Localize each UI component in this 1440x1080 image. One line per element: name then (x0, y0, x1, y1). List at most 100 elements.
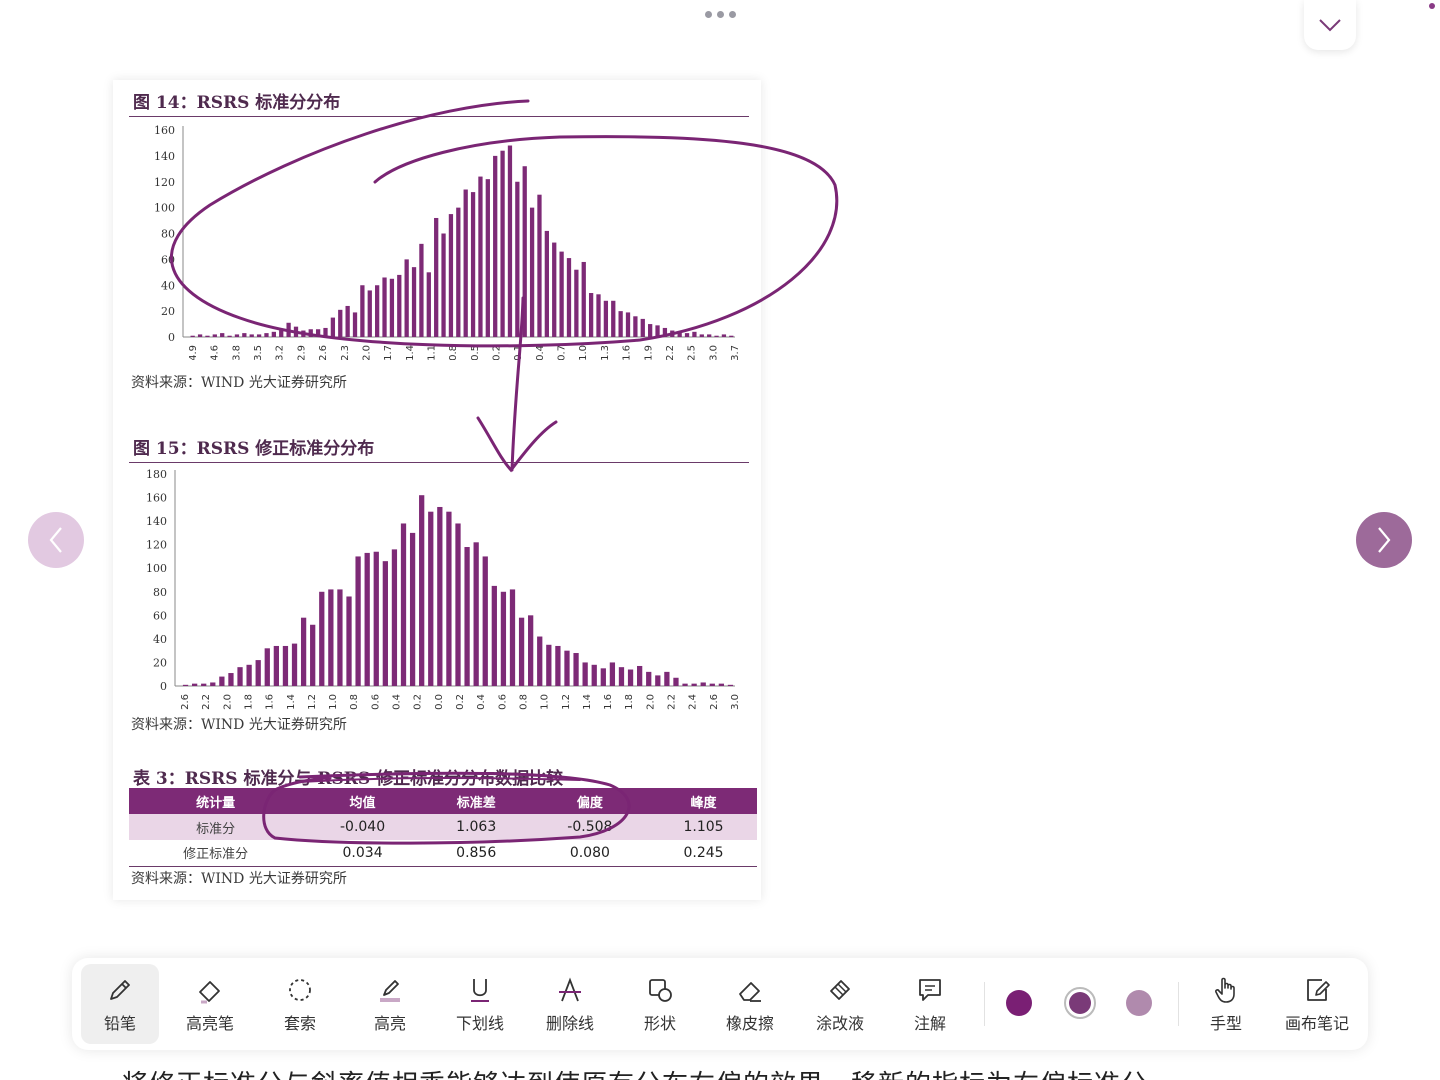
chart-bar (559, 251, 564, 337)
annotation-toolbar: 铅笔 高亮笔 套索 高亮 下划线 删除线 形状 橡皮擦 (72, 958, 1368, 1050)
chart-bar (692, 331, 697, 337)
shape-icon (649, 978, 672, 1002)
tool-shape[interactable]: 形状 (621, 964, 699, 1044)
chart-bar (337, 589, 343, 686)
chart-bar (319, 591, 325, 686)
tool-label: 画布笔记 (1284, 1013, 1349, 1033)
x-tick-label: -0.5 (470, 345, 481, 360)
chart-bar (566, 258, 572, 337)
chart-bar (648, 324, 653, 337)
chart-bar (434, 217, 439, 337)
chart-bar (441, 233, 446, 337)
figure15-title: 图 15：RSRS 修正标准分分布 (133, 439, 375, 459)
chart-bar (328, 589, 334, 686)
y-tick-label: 120 (146, 539, 167, 552)
x-tick-label: 1.8 (624, 694, 635, 710)
tool-lasso[interactable]: 套索 (261, 964, 339, 1044)
y-tick-label: 160 (146, 492, 167, 505)
tool-hand[interactable]: 手型 (1187, 964, 1265, 1044)
chart-bar (237, 667, 243, 686)
table-cell: -0.040 (302, 814, 423, 840)
previous-page-button[interactable] (28, 512, 84, 568)
tool-eraser[interactable]: 橡皮擦 (711, 964, 789, 1044)
chart-bar (500, 591, 507, 686)
chart-bar (655, 325, 660, 337)
tool-label: 套索 (283, 1013, 316, 1033)
tool-highlight[interactable]: 高亮 (351, 964, 429, 1044)
chart-bar (596, 294, 601, 337)
chart-bar (273, 645, 279, 686)
tool-label: 橡皮擦 (725, 1013, 774, 1033)
color-swatch-dark-purple[interactable] (1006, 990, 1032, 1016)
x-tick-label: -2.0 (361, 345, 372, 360)
x-tick-label: 0.4 (535, 345, 546, 360)
chart-bar (522, 166, 527, 337)
chart-bar (537, 636, 543, 686)
chart-bar (219, 676, 225, 686)
chart-bar (300, 617, 307, 686)
color-swatch-light-purple[interactable] (1126, 990, 1152, 1016)
x-tick-label: 2.2 (665, 345, 676, 360)
chart-bar (255, 660, 261, 686)
tool-canvas-note[interactable]: 画布笔记 (1278, 964, 1356, 1044)
table3-title: 表 3：RSRS 标准分与 RSRS 修正标准分分布数据比较 (133, 769, 564, 789)
y-tick-label: 120 (154, 176, 175, 189)
figure15-rule (129, 462, 749, 463)
x-tick-label: 2.2 (667, 694, 678, 710)
y-tick-label: 40 (161, 279, 175, 292)
x-tick-label: -2.3 (340, 345, 351, 360)
collapse-toolbar-button[interactable] (1304, 0, 1356, 50)
chart-bar (411, 267, 417, 337)
chart-bar (242, 333, 247, 337)
tool-underline[interactable]: 下划线 (441, 964, 519, 1044)
x-tick-label: 2.0 (645, 694, 656, 710)
chart-bar (600, 668, 606, 686)
chart-bar (611, 300, 616, 337)
y-tick-label: 100 (146, 562, 167, 575)
chart-bar (437, 506, 443, 686)
stats-table: 统计量 均值 标准差 偏度 峰度 标准分 -0.040 1.063 -0.508… (129, 788, 757, 867)
more-dots-icon[interactable] (700, 8, 740, 20)
chart-bar (345, 305, 350, 337)
chart-bar (625, 312, 631, 337)
color-swatch-selected-ring[interactable] (1064, 987, 1096, 1019)
y-tick-label: 40 (153, 633, 167, 646)
table-cell: 0.034 (302, 840, 423, 867)
chart-bar (581, 261, 586, 337)
y-tick-label: 140 (146, 515, 167, 528)
x-tick-label: 0.8 (518, 694, 529, 710)
tool-pencil[interactable]: 铅笔 (81, 964, 159, 1044)
x-tick-label: -0.8 (448, 345, 459, 360)
x-tick-label: -0.2 (492, 345, 503, 360)
table-row: 修正标准分 0.034 0.856 0.080 0.245 (129, 840, 757, 867)
chart-bar (700, 682, 706, 686)
tool-correction-fluid[interactable]: 涂改液 (801, 964, 879, 1044)
chart-bar (573, 653, 579, 686)
x-tick-label: -2.6 (318, 345, 329, 360)
chart-bar (234, 334, 240, 337)
x-tick-label: 1.9 (643, 345, 654, 360)
chart-bar (470, 192, 476, 337)
chart-bar (555, 645, 561, 686)
chart-bar (228, 673, 234, 686)
tool-strikethrough[interactable]: 删除线 (531, 964, 609, 1044)
chart-bar (721, 334, 727, 337)
table-header-cell: 均值 (302, 788, 423, 814)
chart-bar (419, 243, 424, 337)
x-tick-label: 1.6 (603, 694, 614, 710)
table-row: 标准分 -0.040 1.063 -0.508 1.105 (129, 814, 757, 840)
x-tick-label: 3.0 (730, 694, 741, 710)
chart-bar (564, 650, 570, 686)
next-page-button[interactable] (1356, 512, 1412, 568)
x-tick-label: 1.4 (582, 694, 593, 710)
chart-bar (190, 335, 195, 337)
chart-bar (627, 669, 634, 686)
tool-comment[interactable]: 注解 (891, 964, 969, 1044)
tool-highlighter[interactable]: 高亮笔 (171, 964, 249, 1044)
y-tick-label: 80 (161, 228, 175, 241)
figure14-rule (129, 116, 749, 117)
chart-bar (718, 683, 725, 686)
status-dot (1429, 3, 1435, 9)
x-tick-label: 0.6 (497, 694, 508, 710)
